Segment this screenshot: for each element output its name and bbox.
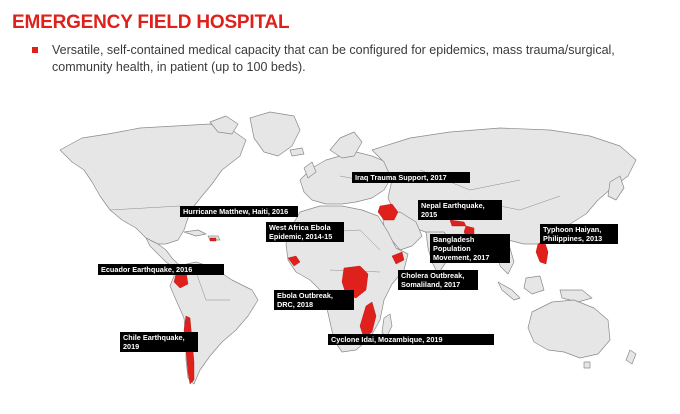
tasmania — [583, 361, 591, 369]
page-title: EMERGENCY FIELD HOSPITAL — [12, 12, 290, 33]
label-somaliland: Cholera Outbreak, Somaliland, 2017 — [398, 270, 478, 290]
highlight-haiti — [209, 237, 217, 242]
madagascar — [381, 313, 393, 339]
label-mozambique: Cyclone Idai, Mozambique, 2019 — [328, 334, 494, 345]
new-guinea — [559, 289, 593, 303]
description-text: Versatile, self-contained medical capaci… — [52, 43, 615, 74]
sumatra — [497, 281, 521, 301]
label-philippines: Typhoon Haiyan, Philippines, 2013 — [540, 224, 618, 244]
new-zealand — [625, 349, 637, 365]
label-haiti: Hurricane Matthew, Haiti, 2016 — [180, 206, 298, 217]
cuba — [183, 229, 207, 237]
label-drc: Ebola Outbreak, DRC, 2018 — [274, 290, 354, 310]
highlight-somaliland — [391, 251, 405, 265]
europe-landmass — [299, 151, 393, 205]
north-america-landmass — [59, 123, 247, 245]
highlight-mozambique — [359, 301, 377, 339]
label-chile: Chile Earthquake, 2019 — [120, 332, 198, 352]
greenland — [249, 111, 301, 157]
japan — [607, 175, 625, 201]
australia-landmass — [527, 299, 611, 359]
label-iraq: Iraq Trauma Support, 2017 — [352, 172, 470, 183]
description-bullet: Versatile, self-contained medical capaci… — [32, 42, 662, 76]
bullet-marker — [32, 47, 38, 53]
label-ecuador: Ecuador Earthquake, 2016 — [98, 264, 224, 275]
highlight-iraq — [377, 203, 399, 221]
label-bangladesh: Bangladesh Population Movement, 2017 — [430, 234, 510, 263]
label-west-africa: West Africa Ebola Epidemic, 2014-15 — [266, 222, 344, 242]
world-map — [0, 84, 680, 414]
uk-ireland — [303, 161, 317, 179]
world-map-svg — [59, 111, 637, 385]
scandinavia — [329, 131, 363, 159]
iceland — [289, 147, 305, 157]
borneo — [523, 275, 545, 295]
baffin-island — [209, 115, 239, 135]
highlight-west-africa — [287, 255, 301, 267]
label-nepal: Nepal Earthquake, 2015 — [418, 200, 502, 220]
